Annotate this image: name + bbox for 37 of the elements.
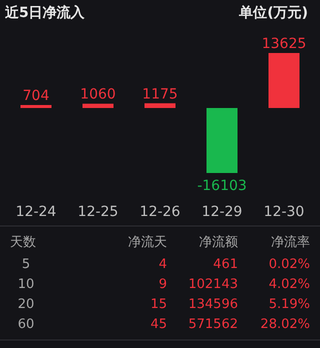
text: 20	[18, 297, 34, 312]
text: 45	[150, 317, 167, 332]
chart-title: 近5日净流入	[4, 4, 86, 21]
text: 天数	[10, 235, 36, 250]
chart-subtitle: 单位(万元)	[238, 5, 308, 21]
text: 134596	[188, 297, 238, 312]
x-tick-label: 12-25	[78, 204, 118, 220]
text: 9	[158, 277, 167, 292]
text: 60	[18, 317, 34, 332]
text: 净流率	[271, 234, 310, 250]
text: 15	[150, 297, 167, 312]
text: 0.02%	[268, 257, 310, 272]
bar	[206, 108, 238, 173]
text: 5	[22, 257, 30, 272]
text: 102143	[188, 277, 238, 292]
text: 净流天	[128, 234, 167, 250]
x-tick-label: 12-26	[140, 204, 180, 220]
data-label: 1175	[142, 86, 178, 102]
text: 571562	[188, 317, 238, 332]
text: 461	[213, 257, 238, 272]
bar	[268, 53, 300, 108]
text: 4.02%	[268, 277, 310, 292]
x-tick-label: 12-29	[202, 204, 242, 220]
x-tick-label: 12-30	[264, 204, 304, 220]
text: 5.19%	[268, 297, 310, 312]
data-label: -16103	[197, 178, 247, 194]
data-label: 13625	[262, 36, 306, 52]
text: 28.02%	[260, 317, 310, 332]
x-tick-label: 12-24	[16, 204, 56, 220]
data-label: 1060	[80, 86, 116, 103]
bar	[82, 104, 114, 108]
text: 4	[158, 257, 167, 272]
bar	[144, 103, 176, 108]
data-label: 704	[22, 88, 50, 104]
text: 净流额	[199, 234, 238, 250]
bar	[20, 105, 52, 108]
text: 10	[18, 277, 34, 292]
